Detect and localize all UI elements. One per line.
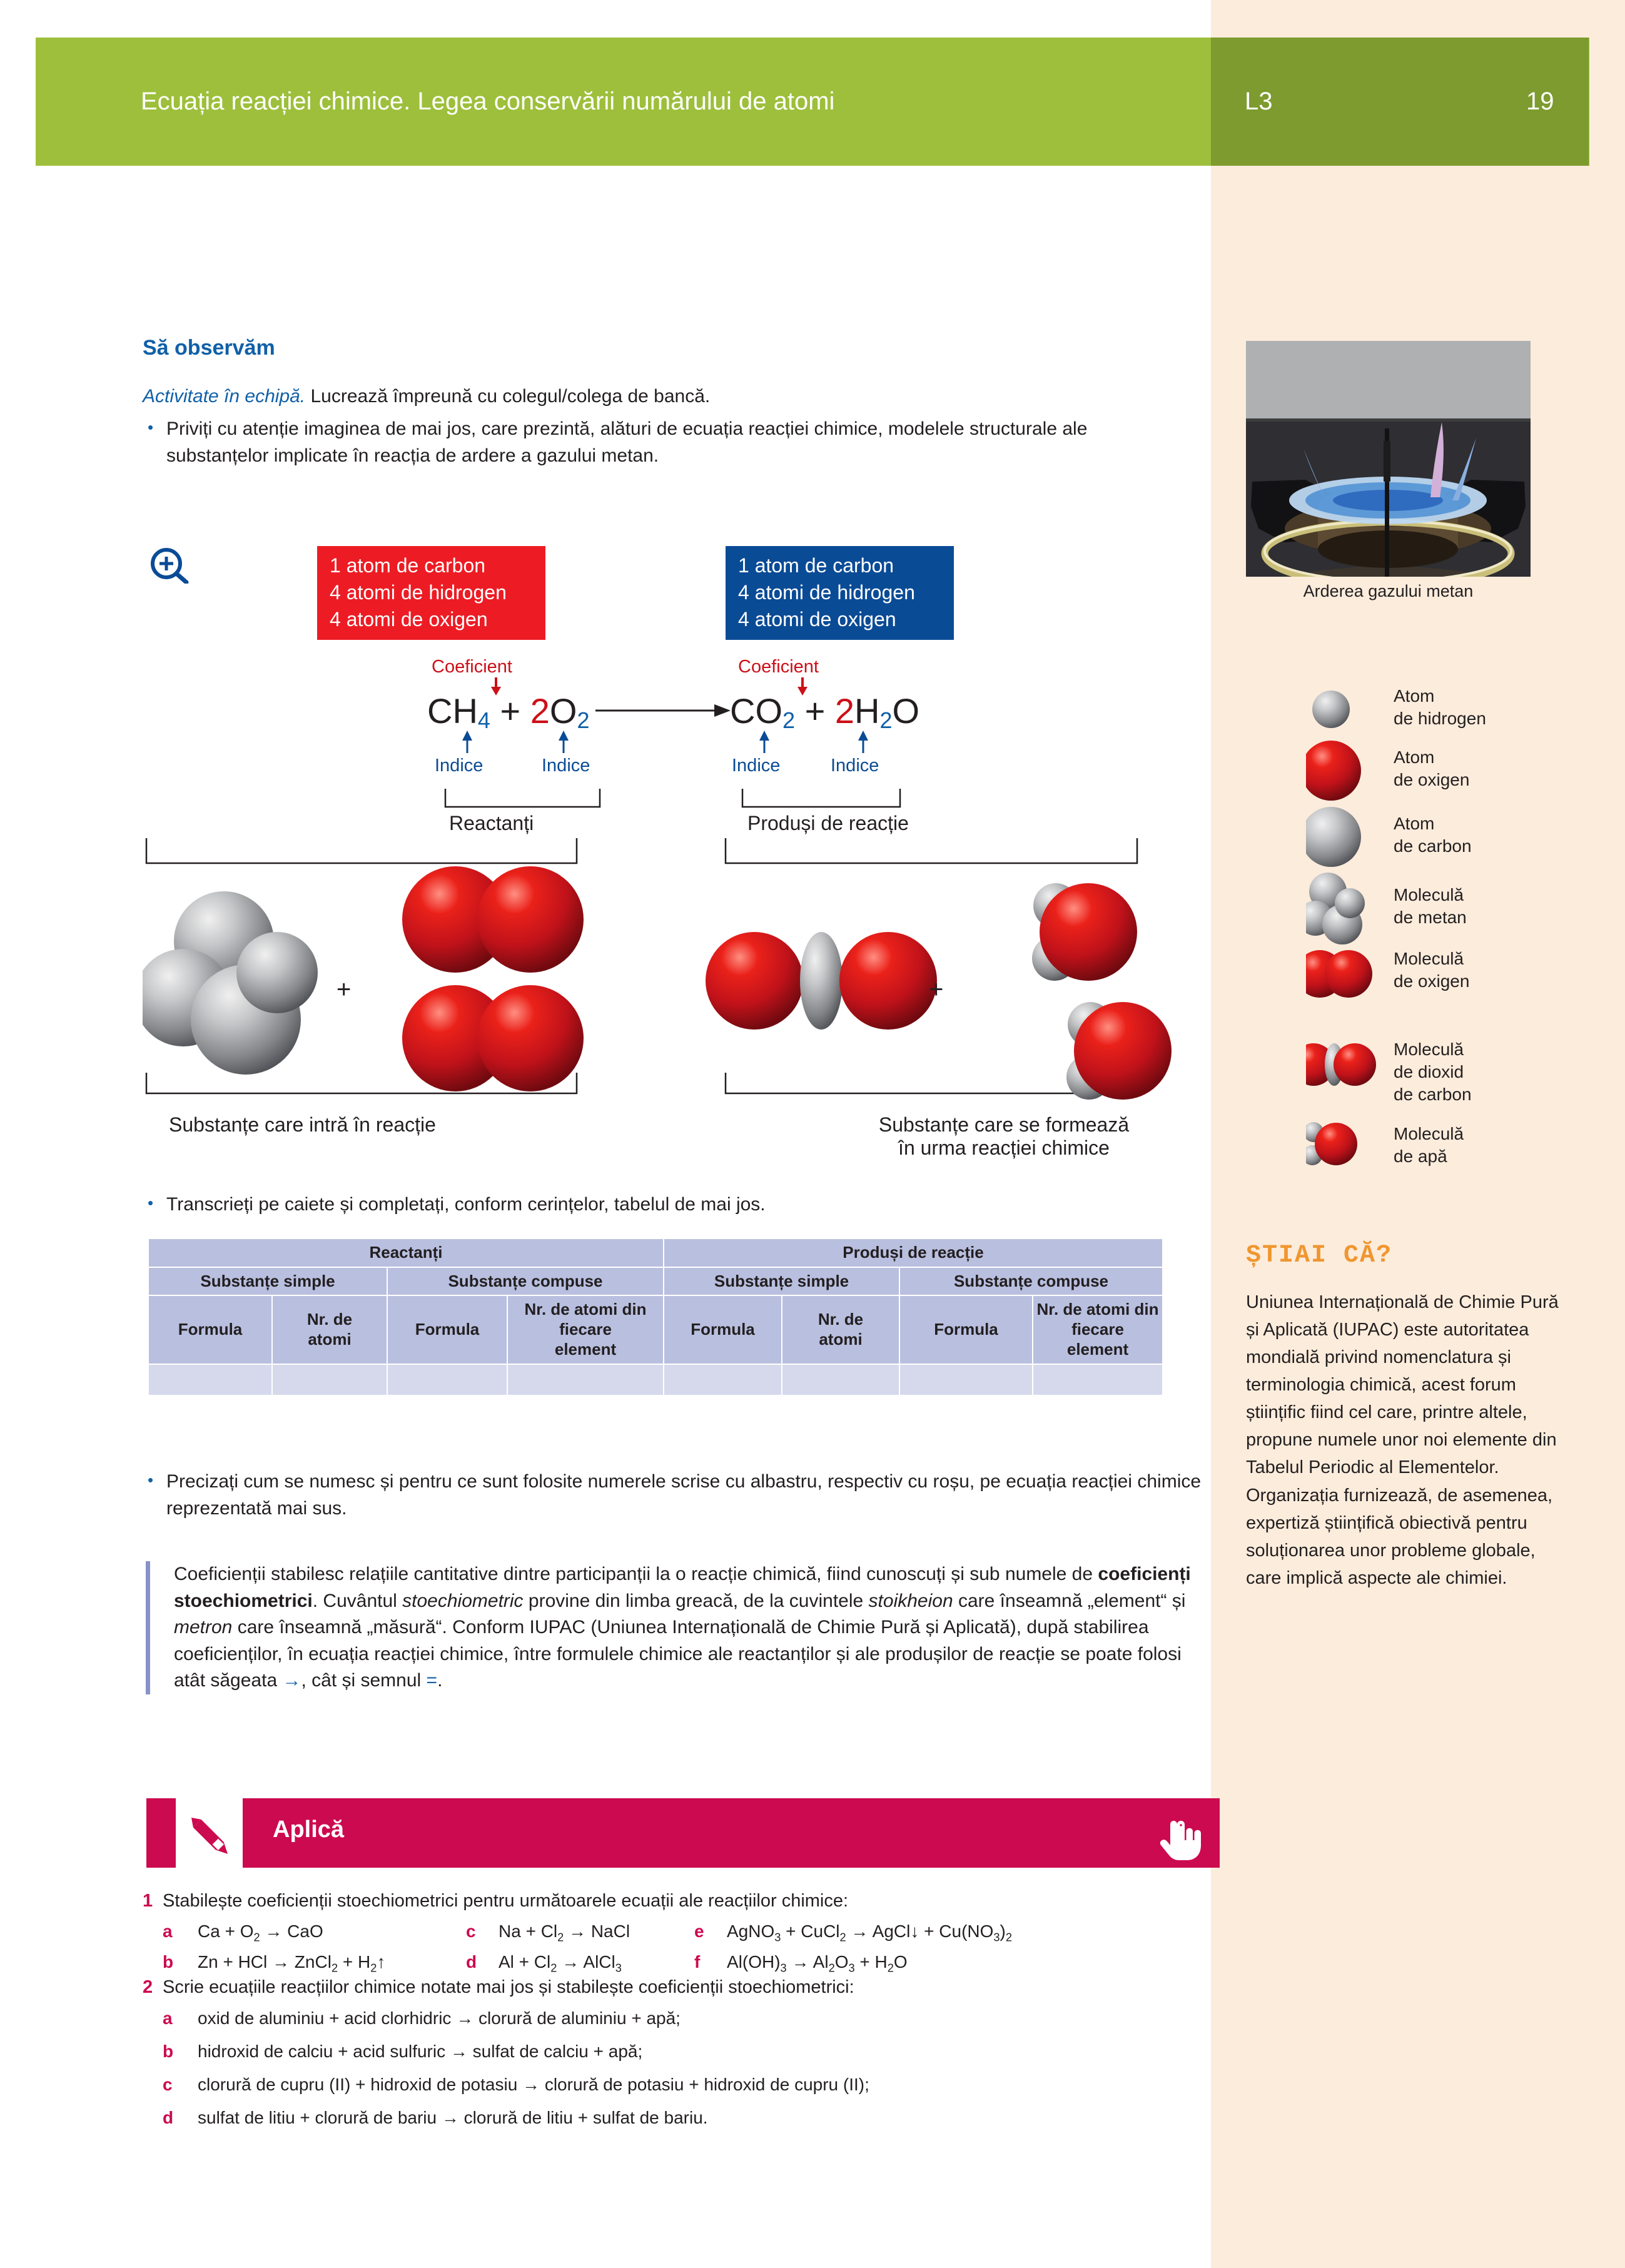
svg-text:+: + [337, 976, 351, 1003]
svg-text:+: + [929, 976, 943, 1003]
